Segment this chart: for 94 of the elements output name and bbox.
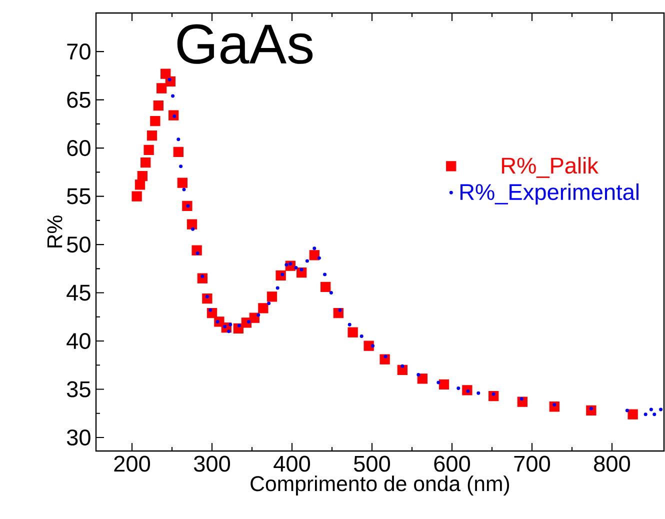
point bbox=[348, 322, 352, 326]
point bbox=[644, 412, 648, 416]
point bbox=[280, 272, 284, 276]
point bbox=[360, 334, 364, 338]
point bbox=[652, 412, 656, 416]
y-tick-label: 40 bbox=[66, 332, 90, 350]
point bbox=[227, 330, 231, 334]
point bbox=[552, 402, 556, 406]
point bbox=[146, 130, 158, 141]
point bbox=[466, 389, 470, 393]
point bbox=[179, 164, 183, 168]
point bbox=[132, 191, 142, 202]
point bbox=[168, 78, 172, 82]
legend-label: R%_Palik bbox=[502, 157, 598, 178]
point bbox=[476, 391, 480, 395]
point bbox=[256, 313, 260, 317]
chart-title: GaAs bbox=[177, 24, 313, 64]
point bbox=[456, 386, 460, 390]
point bbox=[276, 286, 280, 290]
point bbox=[400, 364, 404, 368]
point bbox=[323, 272, 327, 276]
point bbox=[144, 144, 154, 156]
x-tick-label: 200 bbox=[114, 456, 150, 472]
point bbox=[312, 246, 316, 250]
point bbox=[348, 327, 358, 338]
y-tick-label: 65 bbox=[67, 92, 90, 108]
x-tick-label: 400 bbox=[274, 456, 310, 472]
point bbox=[171, 94, 175, 98]
x-tick-label: 800 bbox=[594, 456, 630, 472]
point bbox=[438, 379, 450, 390]
point bbox=[160, 68, 171, 79]
point bbox=[320, 282, 331, 292]
point bbox=[208, 308, 212, 312]
point bbox=[134, 180, 146, 190]
point bbox=[288, 262, 292, 266]
point bbox=[628, 409, 638, 420]
x-tick-label: 500 bbox=[354, 456, 390, 472]
point bbox=[216, 320, 220, 324]
y-tick-label: 55 bbox=[66, 188, 90, 204]
point bbox=[371, 344, 375, 348]
x-tick-label: 700 bbox=[514, 456, 550, 472]
point bbox=[300, 268, 304, 272]
point bbox=[177, 178, 188, 188]
point bbox=[137, 170, 148, 182]
point bbox=[267, 302, 271, 306]
point bbox=[294, 266, 298, 270]
point bbox=[140, 157, 151, 168]
point bbox=[249, 312, 260, 323]
y-tick-label: 45 bbox=[66, 284, 90, 301]
point bbox=[182, 188, 186, 192]
point bbox=[329, 291, 333, 295]
x-tick-label: 300 bbox=[194, 456, 230, 472]
point bbox=[258, 303, 268, 314]
legend-label: R%_Experimental bbox=[460, 183, 638, 205]
point bbox=[228, 322, 232, 326]
y-tick-label: 60 bbox=[67, 140, 90, 156]
point bbox=[266, 292, 278, 302]
point bbox=[364, 340, 374, 351]
point bbox=[247, 320, 251, 324]
point bbox=[173, 146, 184, 157]
point bbox=[237, 324, 241, 328]
point bbox=[649, 408, 653, 412]
y-tick-label: 35 bbox=[66, 381, 90, 398]
point bbox=[284, 263, 288, 267]
point bbox=[589, 406, 593, 410]
y-axis-title: R% bbox=[47, 216, 62, 248]
point bbox=[309, 250, 320, 260]
x-tick-label: 600 bbox=[434, 456, 470, 472]
y-tick-label: 50 bbox=[66, 236, 90, 253]
point bbox=[156, 83, 167, 94]
point bbox=[317, 256, 321, 260]
point bbox=[150, 116, 160, 126]
x-axis-title: Comprimento de onda (nm) bbox=[250, 476, 510, 496]
point bbox=[338, 308, 342, 312]
point bbox=[416, 373, 420, 377]
point bbox=[186, 204, 190, 208]
point bbox=[186, 219, 198, 230]
point bbox=[492, 392, 496, 396]
point bbox=[153, 100, 164, 111]
point bbox=[223, 324, 227, 328]
point bbox=[417, 374, 428, 384]
y-tick-label: 70 bbox=[67, 44, 90, 60]
point bbox=[172, 114, 176, 118]
y-tick-label: 30 bbox=[66, 429, 90, 446]
point bbox=[200, 274, 204, 278]
point bbox=[205, 294, 209, 298]
point bbox=[384, 354, 388, 358]
point bbox=[305, 259, 309, 263]
point bbox=[196, 251, 200, 255]
point bbox=[176, 138, 180, 142]
point bbox=[625, 408, 629, 412]
point bbox=[520, 397, 524, 401]
point bbox=[191, 227, 195, 231]
point bbox=[436, 380, 440, 384]
